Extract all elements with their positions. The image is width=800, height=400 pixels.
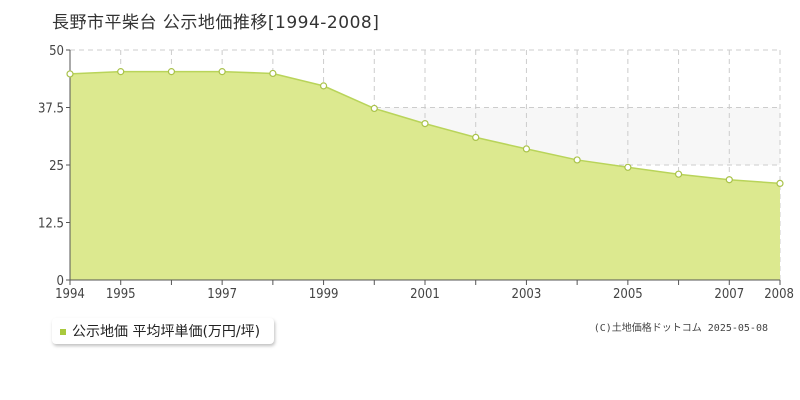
data-point (776, 179, 784, 187)
data-point (624, 163, 632, 171)
x-tick-label: 1997 (207, 287, 237, 300)
legend: 公示地価 平均坪単価(万円/坪) (52, 318, 275, 344)
x-tick-label: 1999 (309, 287, 339, 300)
x-tick-label: 1994 (55, 287, 85, 300)
data-point (421, 119, 429, 128)
x-tick-label: 1995 (106, 287, 136, 300)
data-point (674, 170, 683, 178)
data-point (725, 176, 733, 184)
data-point (218, 68, 226, 76)
y-tick-label: 12.5 (38, 217, 64, 232)
x-tick-label: 2007 (714, 287, 744, 300)
y-tick-label: 25 (49, 159, 64, 174)
data-point (370, 104, 378, 113)
series-area (70, 71, 780, 281)
data-point (269, 69, 277, 78)
x-tick-label: 2008 (764, 287, 794, 300)
y-tick-label: 50 (49, 44, 64, 59)
data-point (573, 156, 581, 164)
data-point (117, 68, 125, 76)
x-tick-label: 2001 (410, 287, 440, 300)
y-tick-label: 37.5 (38, 102, 64, 117)
data-point (66, 70, 74, 78)
chart-area: 0 12.5 25 37.5 50 1994 1995 1997 1999 2001 2003 200… (38, 44, 794, 300)
x-tick-label: 2005 (613, 287, 643, 300)
legend-label: 公示地価 平均坪単価(万円/坪) (72, 324, 261, 340)
legend-swatch (60, 329, 66, 335)
data-point (472, 133, 480, 141)
y-tick-label: 0 (57, 274, 64, 289)
x-tick-label: 2003 (512, 287, 542, 300)
data-point (319, 82, 328, 90)
chart-title: 長野市平柴台 公示地価推移[1994-2008] (52, 13, 380, 33)
copyright-text: (C)土地価格ドットコム 2025-05-08 (593, 323, 768, 334)
data-point (167, 68, 176, 76)
data-point (522, 145, 531, 153)
